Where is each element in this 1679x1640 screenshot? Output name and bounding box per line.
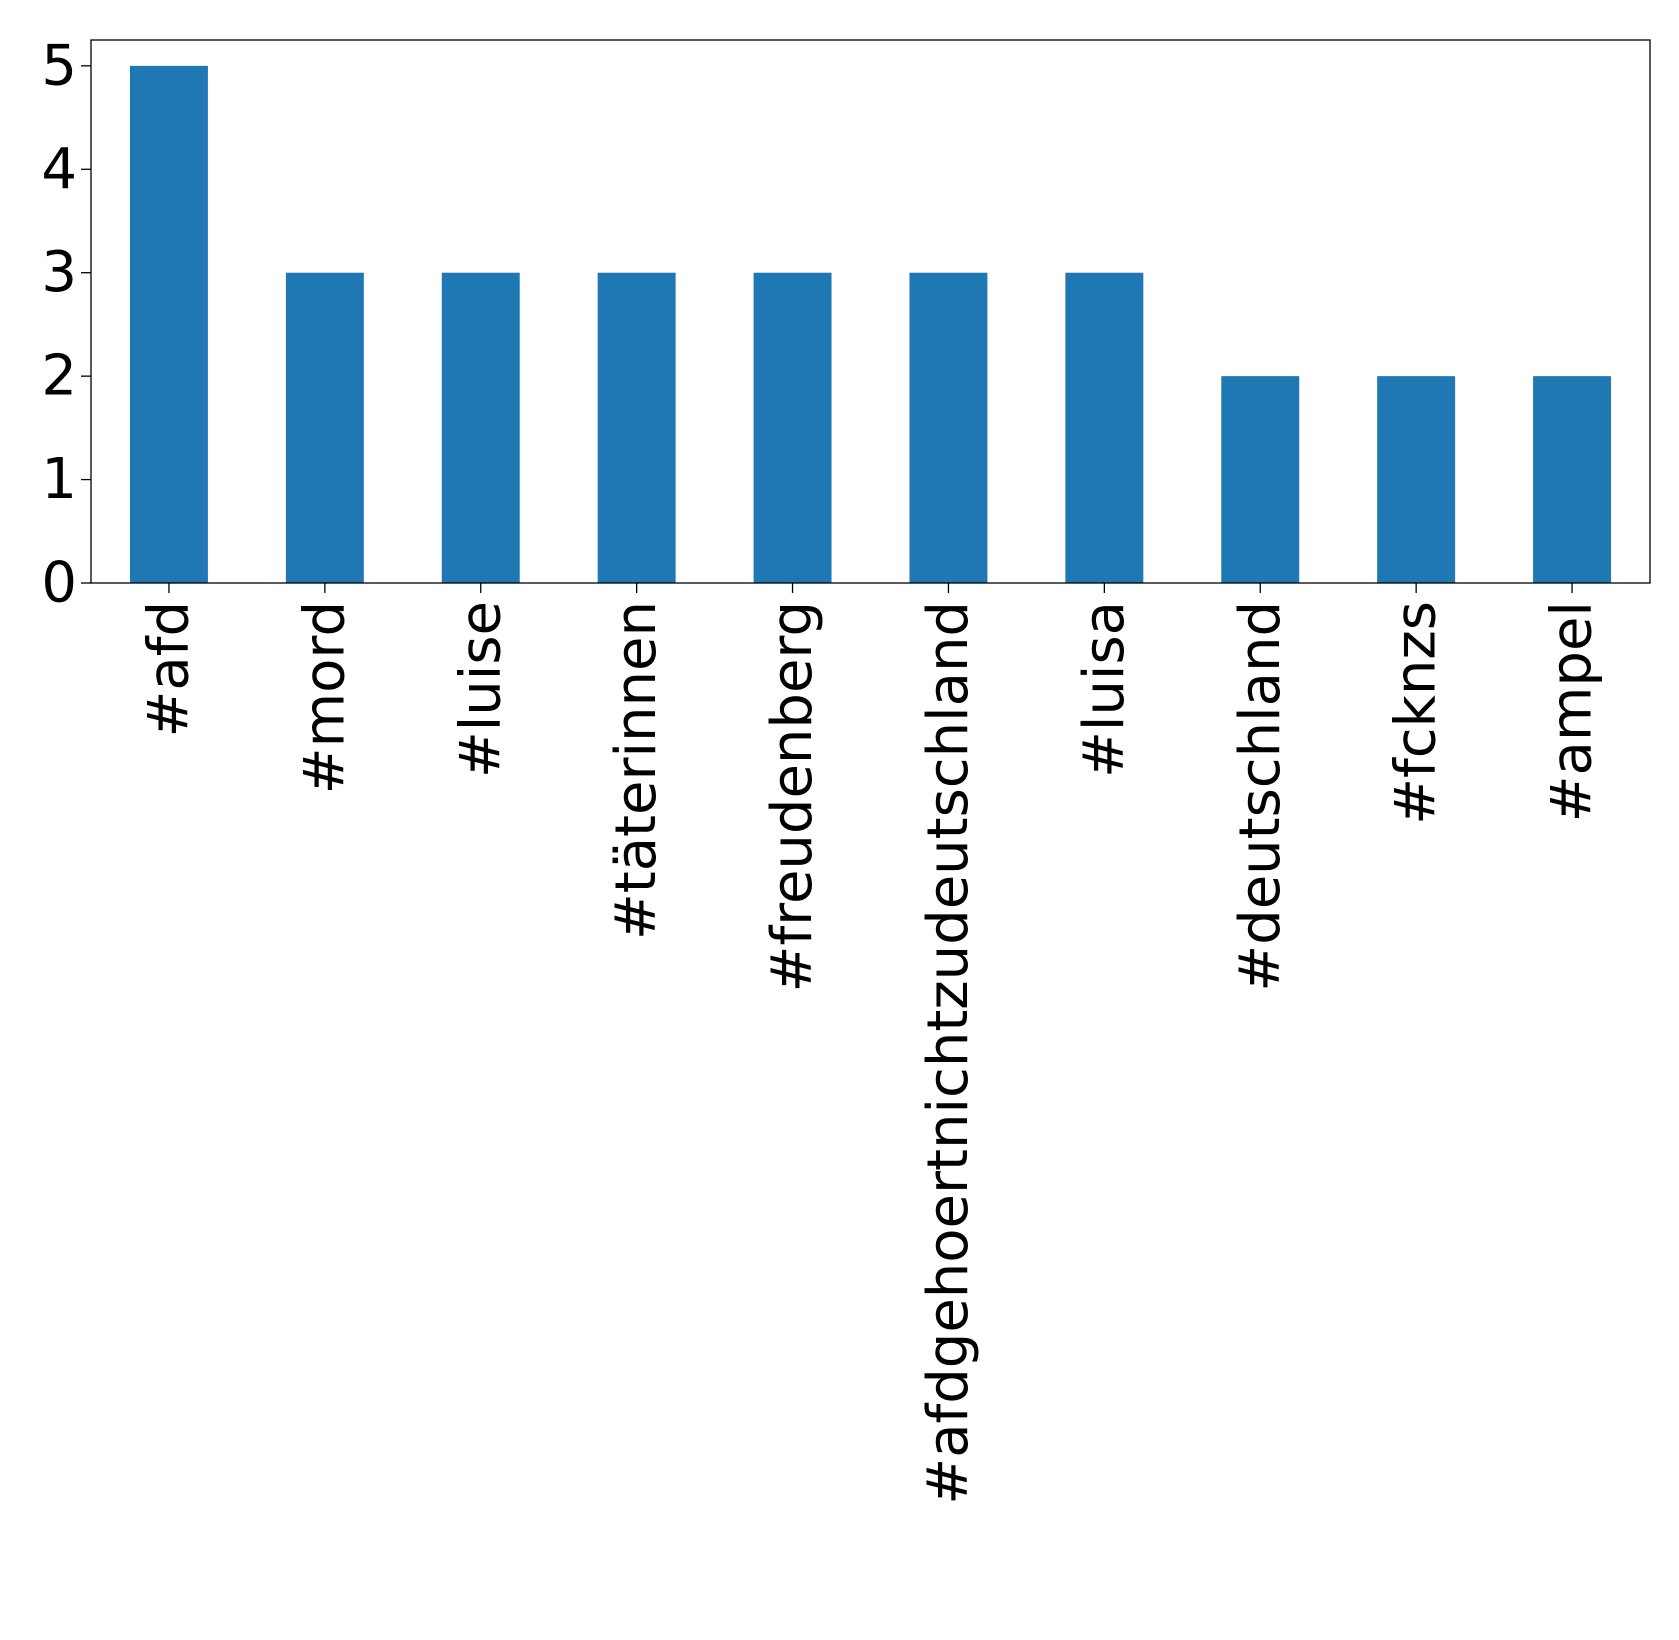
y-tick-label: 4 — [41, 137, 77, 202]
x-tick-label: #mord — [292, 601, 357, 794]
x-tick-label: #afd — [136, 601, 201, 738]
x-tick-label: #fcknzs — [1384, 601, 1449, 825]
x-tick-label: #täterinnen — [604, 601, 669, 940]
bar — [753, 272, 832, 583]
x-tick-label: #luisa — [1072, 601, 1137, 778]
y-tick-label: 1 — [41, 447, 77, 512]
bar — [1377, 376, 1456, 583]
bar — [597, 272, 676, 583]
bar — [1533, 376, 1612, 583]
bar — [129, 65, 208, 584]
x-tick-label: #ampel — [1540, 601, 1605, 822]
bar — [1221, 376, 1300, 583]
y-tick-label: 5 — [41, 33, 77, 98]
bar — [441, 272, 520, 583]
bars — [129, 65, 1612, 584]
y-axis: 0 1 2 3 4 5 — [41, 33, 91, 616]
bar — [285, 272, 364, 583]
x-tick-label: #afdgehoertnichtzudeutschland — [916, 601, 981, 1505]
plot-frame — [90, 39, 1651, 584]
bar — [909, 272, 988, 583]
y-tick-label: 2 — [41, 344, 77, 409]
x-tick-label: #luise — [448, 601, 513, 778]
x-tick-label: #deutschland — [1228, 601, 1293, 992]
x-axis: #afd #mord #luise #täterinnen #freudenberg #a… — [136, 583, 1605, 1505]
y-tick-label: 3 — [41, 240, 77, 305]
x-tick-label: #freudenberg — [760, 601, 825, 992]
bar — [1065, 272, 1144, 583]
y-tick-label: 0 — [41, 551, 77, 616]
